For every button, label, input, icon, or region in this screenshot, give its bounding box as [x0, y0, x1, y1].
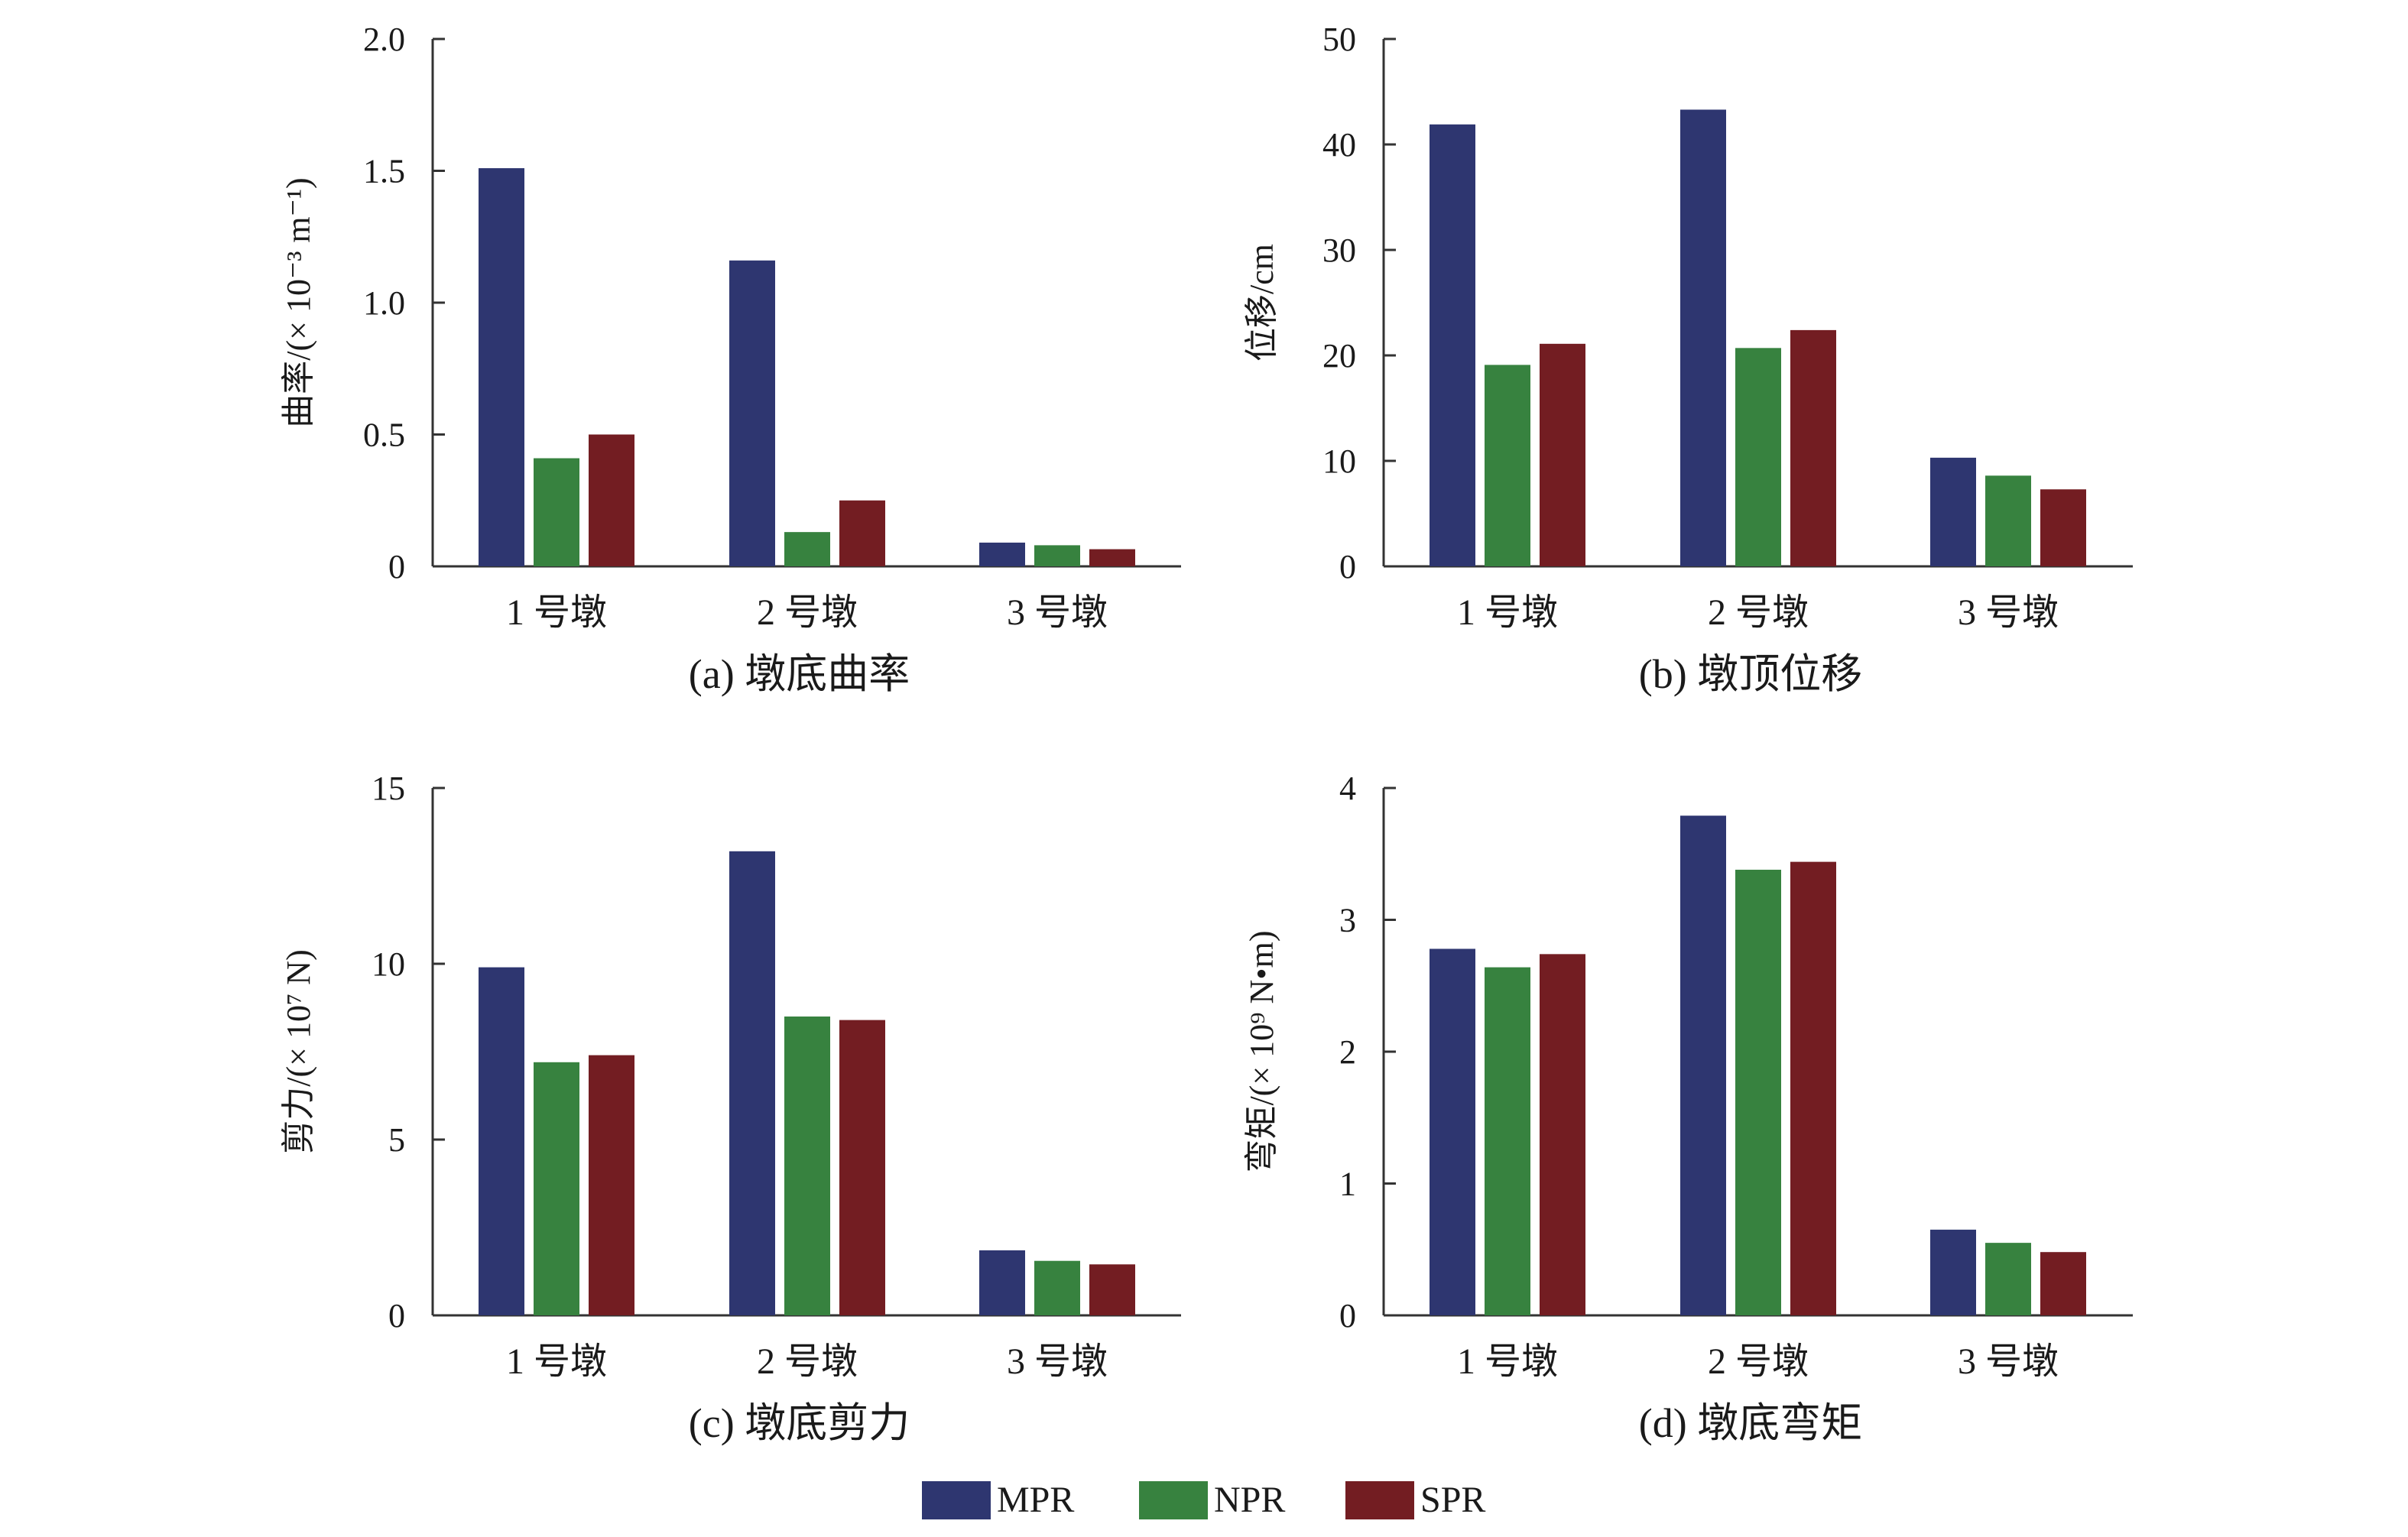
- bar-mpr-2: [729, 260, 775, 566]
- bar-spr-3: [2040, 489, 2086, 566]
- bar-npr-2: [784, 1017, 830, 1315]
- bar-mpr-3: [979, 1250, 1025, 1315]
- x-category-label: 3 号墩: [1007, 1341, 1108, 1382]
- x-category-label: 1 号墩: [506, 1341, 607, 1382]
- chart-panel-b: 0 10 20 30 40 50 1 号墩 2 号墩 3 号墩 位移/cm (b) 墩顶位移: [1243, 21, 2133, 697]
- bar-mpr-3: [1930, 457, 1976, 566]
- bar-npr-3: [1985, 475, 2031, 566]
- legend-label: MPR: [997, 1480, 1074, 1520]
- panel-caption: (d) 墩底弯矩: [1639, 1400, 1862, 1446]
- bar-mpr-2: [729, 851, 775, 1315]
- bar-spr-1: [1540, 954, 1585, 1315]
- bar-spr-3: [1089, 1264, 1135, 1315]
- bar-mpr-1: [1430, 948, 1475, 1315]
- y-tick-label: 10: [1322, 443, 1356, 480]
- x-category-label: 1 号墩: [1457, 592, 1558, 633]
- bar-spr-2: [839, 1020, 885, 1315]
- chart-panel-c: 0 5 10 15 1 号墩 2 号墩 3 号墩 剪力/(× 10⁷ N) (c) 墩底剪力: [280, 770, 1181, 1446]
- y-tick-label: 3: [1339, 902, 1356, 939]
- legend-swatch: [922, 1481, 991, 1519]
- y-axis-title: 位移/cm: [1243, 244, 1280, 362]
- bar-npr-1: [1485, 365, 1530, 566]
- y-tick-label: 5: [388, 1121, 405, 1159]
- bar-npr-2: [1735, 348, 1781, 566]
- y-tick-label: 30: [1322, 232, 1356, 269]
- y-tick-label: 10: [372, 945, 405, 983]
- bar-spr-2: [839, 500, 885, 566]
- y-tick-label: 0: [1339, 1297, 1356, 1334]
- legend-item-spr: SPR: [1345, 1480, 1485, 1520]
- x-category-label: 2 号墩: [1708, 1341, 1809, 1382]
- bar-npr-2: [1735, 869, 1781, 1315]
- legend-swatch: [1345, 1481, 1414, 1519]
- bar-spr-2: [1790, 861, 1836, 1315]
- legend-label: NPR: [1214, 1480, 1285, 1520]
- bar-npr-3: [1034, 1260, 1080, 1315]
- bar-mpr-1: [1430, 124, 1475, 566]
- bar-mpr-1: [479, 168, 524, 567]
- bar-npr-1: [534, 1062, 579, 1315]
- bar-spr-2: [1790, 329, 1836, 566]
- bar-spr-1: [589, 434, 634, 566]
- x-category-label: 3 号墩: [1958, 1341, 2059, 1382]
- legend: MPR NPR SPR: [922, 1480, 1485, 1520]
- bar-mpr-3: [1930, 1229, 1976, 1315]
- legend-swatch: [1139, 1481, 1208, 1519]
- bar-npr-3: [1985, 1243, 2031, 1315]
- y-tick-label: 1.0: [363, 284, 405, 322]
- bar-mpr-1: [479, 967, 524, 1315]
- x-category-label: 1 号墩: [1457, 1341, 1558, 1382]
- bar-spr-3: [1089, 549, 1135, 566]
- chart-panel-d: 0 1 2 3 4 1 号墩 2 号墩 3 号墩 弯矩/(× 10⁹ N•m) (d) 墩底弯矩: [1243, 770, 2133, 1446]
- x-category-label: 2 号墩: [1708, 592, 1809, 633]
- y-tick-label: 0: [388, 1297, 405, 1334]
- bar-npr-3: [1034, 545, 1080, 566]
- y-tick-label: 1: [1339, 1166, 1356, 1203]
- y-tick-label: 50: [1322, 21, 1356, 58]
- legend-item-mpr: MPR: [922, 1480, 1074, 1520]
- legend-label: SPR: [1420, 1480, 1485, 1520]
- y-tick-label: 0: [388, 548, 405, 585]
- bar-npr-1: [534, 458, 579, 566]
- y-axis-title: 剪力/(× 10⁷ N): [280, 949, 317, 1153]
- bar-mpr-3: [979, 542, 1025, 566]
- chart-panel-a: 0 0.5 1.0 1.5 2.0 1 号墩 2 号墩 3 号墩 曲率/(× 10⁻³ m⁻¹)…: [280, 21, 1181, 697]
- y-tick-label: 40: [1322, 126, 1356, 164]
- y-tick-label: 2: [1339, 1033, 1356, 1071]
- bar-npr-2: [784, 532, 830, 566]
- bar-spr-1: [1540, 343, 1585, 566]
- x-category-label: 3 号墩: [1958, 592, 2059, 633]
- panel-caption: (b) 墩顶位移: [1639, 651, 1862, 697]
- bar-npr-1: [1485, 967, 1530, 1315]
- x-category-label: 1 号墩: [506, 592, 607, 633]
- panel-caption: (c) 墩底剪力: [689, 1400, 910, 1446]
- bar-mpr-2: [1680, 816, 1726, 1315]
- y-axis-title: 弯矩/(× 10⁹ N•m): [1243, 930, 1280, 1172]
- chart-panels: 0 0.5 1.0 1.5 2.0 1 号墩 2 号墩 3 号墩 曲率/(× 10⁻³ m⁻¹)…: [280, 21, 2133, 1446]
- y-tick-label: 0: [1339, 548, 1356, 585]
- y-axis-title: 曲率/(× 10⁻³ m⁻¹): [280, 177, 317, 427]
- bar-spr-3: [2040, 1252, 2086, 1315]
- bar-mpr-2: [1680, 109, 1726, 566]
- y-tick-label: 1.5: [363, 153, 405, 190]
- bar-spr-1: [589, 1055, 634, 1315]
- y-tick-label: 20: [1322, 337, 1356, 375]
- y-tick-label: 0.5: [363, 417, 405, 454]
- x-category-label: 2 号墩: [757, 1341, 858, 1382]
- x-category-label: 2 号墩: [757, 592, 858, 633]
- y-tick-label: 4: [1339, 770, 1356, 807]
- y-tick-label: 15: [372, 770, 405, 807]
- y-tick-label: 2.0: [363, 21, 405, 58]
- x-category-label: 3 号墩: [1007, 592, 1108, 633]
- panel-caption: (a) 墩底曲率: [689, 651, 910, 697]
- legend-item-npr: NPR: [1139, 1480, 1285, 1520]
